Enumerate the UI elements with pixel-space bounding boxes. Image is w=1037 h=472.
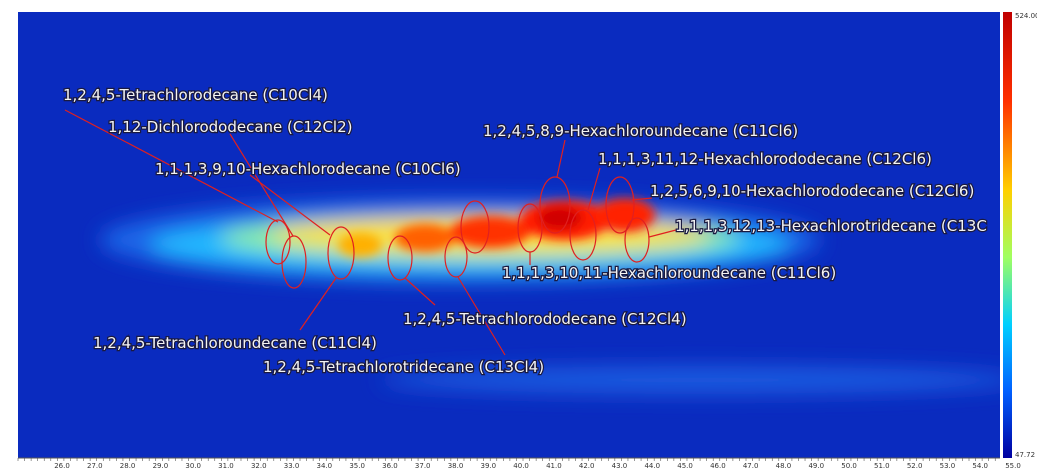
colorbar-min: 47.72 <box>1015 451 1035 459</box>
x-tick-label: 48.0 <box>776 462 792 470</box>
annotation: 1,2,4,5-Tetrachlorodecane (C10Cl4) <box>63 86 328 104</box>
x-tick-label: 43.0 <box>612 462 628 470</box>
x-tick-label: 30.0 <box>185 462 201 470</box>
annotation: 1,1,1,3,12,13-Hexachlorotridecane (C13C <box>675 217 987 235</box>
colorbar <box>1003 12 1012 458</box>
annotation: 1,2,4,5-Tetrachloroundecane (C11Cl4) <box>93 334 377 352</box>
colorbar-max: 524.00 <box>1015 12 1037 20</box>
x-tick-label: 29.0 <box>153 462 169 470</box>
x-tick-label: 37.0 <box>415 462 431 470</box>
x-tick-label: 41.0 <box>546 462 562 470</box>
x-tick-label: 38.0 <box>448 462 464 470</box>
x-tick-label: 26.0 <box>54 462 70 470</box>
x-tick-label: 51.0 <box>874 462 890 470</box>
annotation: 1,2,5,6,9,10-Hexachlorododecane (C12Cl6) <box>650 182 974 200</box>
x-tick-label: 52.0 <box>907 462 923 470</box>
x-ticks: 26.0 27.0 28.0 29.0 30.0 31.0 32.0 33.0 34.0 35.0… <box>17 458 1021 470</box>
x-tick-label: 44.0 <box>644 462 660 470</box>
x-tick-label: 47.0 <box>743 462 759 470</box>
x-tick-label: 46.0 <box>710 462 726 470</box>
annotation: 1,2,4,5-Tetrachlorotridecane (C13Cl4) <box>263 358 544 376</box>
x-tick-label: 53.0 <box>940 462 956 470</box>
peak-markers <box>64 109 677 356</box>
x-tick-label: 42.0 <box>579 462 595 470</box>
annotation: 1,1,1,3,11,12-Hexachlorododecane (C12Cl6… <box>598 150 932 168</box>
x-tick-label: 34.0 <box>317 462 333 470</box>
x-tick-label: 39.0 <box>481 462 497 470</box>
x-tick-label: 36.0 <box>382 462 398 470</box>
x-tick-label: 27.0 <box>87 462 103 470</box>
x-tick-label: 32.0 <box>251 462 267 470</box>
x-tick-label: 45.0 <box>677 462 693 470</box>
annotation: 1,2,4,5-Tetrachlorododecane (C12Cl4) <box>403 310 687 328</box>
annotation: 1,12-Dichlorododecane (C12Cl2) <box>108 118 352 136</box>
annotation: 1,1,1,3,9,10-Hexachlorodecane (C10Cl6) <box>155 160 461 178</box>
annotations: 1,2,4,5-Tetrachlorodecane (C10Cl4) 1,12-D… <box>62 85 988 378</box>
x-tick-label: 40.0 <box>513 462 529 470</box>
x-tick-label: 55.0 <box>1005 462 1021 470</box>
x-tick-label: 35.0 <box>349 462 365 470</box>
annotation: 1,1,1,3,10,11-Hexachloroundecane (C11Cl6… <box>502 264 836 282</box>
annotation: 1,2,4,5,8,9-Hexachloroundecane (C11Cl6) <box>483 122 798 140</box>
x-tick-label: 54.0 <box>972 462 988 470</box>
x-tick-label: 31.0 <box>218 462 234 470</box>
x-tick-label: 28.0 <box>120 462 136 470</box>
x-tick-label: 50.0 <box>841 462 857 470</box>
x-tick-label: 33.0 <box>284 462 300 470</box>
x-tick-label: 49.0 <box>808 462 824 470</box>
heatmap <box>18 12 1000 458</box>
